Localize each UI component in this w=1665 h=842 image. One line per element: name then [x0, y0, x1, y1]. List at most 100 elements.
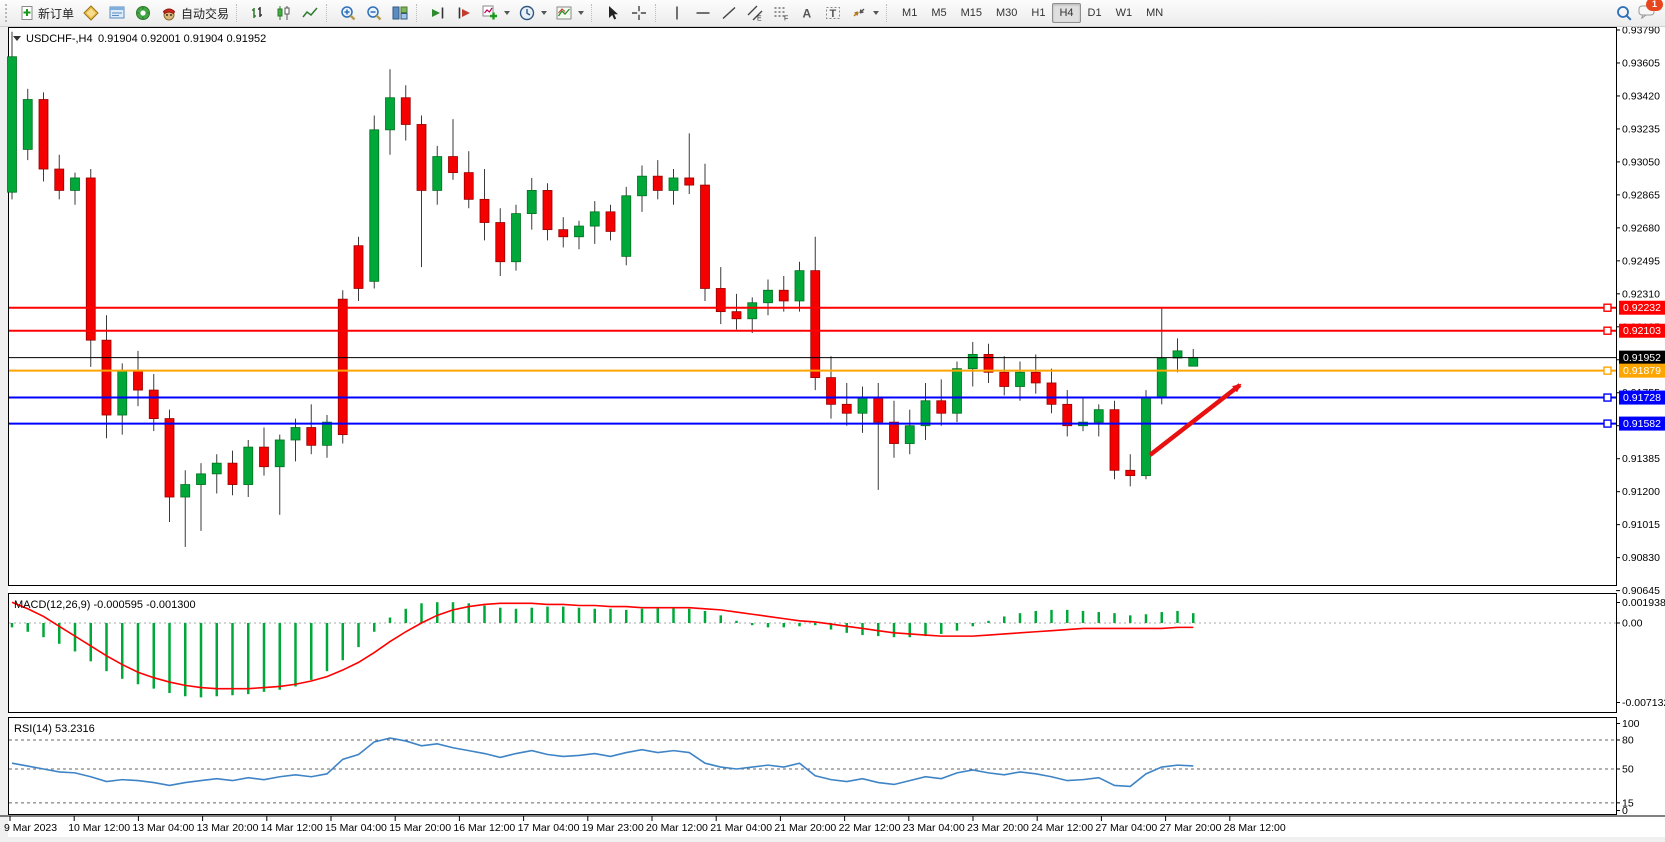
- svg-text:23 Mar 20:00: 23 Mar 20:00: [967, 822, 1029, 834]
- svg-text:27 Mar 04:00: 27 Mar 04:00: [1095, 822, 1157, 834]
- navigator-button[interactable]: [130, 2, 156, 24]
- fibonacci-tool-button[interactable]: F: [768, 2, 794, 24]
- svg-text:9 Mar 2023: 9 Mar 2023: [4, 822, 57, 834]
- timeframe-button-W1[interactable]: W1: [1109, 3, 1140, 23]
- timeframe-button-MN[interactable]: MN: [1139, 3, 1170, 23]
- vertical-line-icon: [668, 4, 686, 22]
- data-window-button[interactable]: [104, 2, 130, 24]
- toolbar-grip[interactable]: [5, 4, 12, 22]
- bar-chart-button[interactable]: [245, 2, 271, 24]
- svg-text:0.91728: 0.91728: [1623, 392, 1661, 404]
- indicators-button[interactable]: [477, 2, 514, 24]
- svg-text:22 Mar 12:00: 22 Mar 12:00: [839, 822, 901, 834]
- equidistant-channel-tool-button[interactable]: E: [742, 2, 768, 24]
- fibonacci-icon: F: [772, 4, 790, 22]
- trend-arrow[interactable]: [1148, 383, 1242, 457]
- zoom-out-button[interactable]: [361, 2, 387, 24]
- svg-text:0: 0: [1622, 805, 1628, 817]
- svg-text:0.00: 0.00: [1622, 618, 1643, 630]
- cursor-button[interactable]: [600, 2, 626, 24]
- search-icon: [1615, 4, 1633, 22]
- search-button[interactable]: [1611, 2, 1637, 24]
- zoom-in-button[interactable]: [335, 2, 361, 24]
- auto-trading-label: 自动交易: [181, 6, 230, 21]
- toolbar-separator: [886, 4, 892, 22]
- svg-text:0.93235: 0.93235: [1622, 123, 1660, 135]
- timeframe-button-H1[interactable]: H1: [1024, 3, 1052, 23]
- crosshair-button[interactable]: [626, 2, 652, 24]
- svg-text:80: 80: [1622, 734, 1634, 746]
- svg-text:24 Mar 12:00: 24 Mar 12:00: [1031, 822, 1093, 834]
- text-label-tool-button[interactable]: T: [820, 2, 846, 24]
- svg-text:0.91015: 0.91015: [1622, 519, 1660, 531]
- rsi-pane: RSI(14) 53.2316 100 80 50 150: [9, 718, 1640, 817]
- candlestick-chart-icon: [275, 4, 293, 22]
- horizontal-line-0.91879[interactable]: 0.91879: [9, 363, 1665, 378]
- auto-scroll-button[interactable]: [425, 2, 451, 24]
- chevron-down-icon: [578, 11, 585, 15]
- line-chart-button[interactable]: [297, 2, 323, 24]
- svg-text:15 Mar 20:00: 15 Mar 20:00: [389, 822, 451, 834]
- timeframe-button-M15[interactable]: M15: [954, 3, 989, 23]
- tile-windows-button[interactable]: [387, 2, 413, 24]
- svg-text:13 Mar 20:00: 13 Mar 20:00: [197, 822, 259, 834]
- svg-text:27 Mar 20:00: 27 Mar 20:00: [1160, 822, 1222, 834]
- svg-text:F: F: [784, 16, 788, 23]
- timeframe-button-M1[interactable]: M1: [895, 3, 924, 23]
- chart-shift-button[interactable]: [451, 2, 477, 24]
- toolbar-separator: [236, 4, 242, 22]
- new-order-icon: [19, 5, 35, 21]
- timeframe-button-D1[interactable]: D1: [1081, 3, 1109, 23]
- svg-text:0.91952: 0.91952: [1623, 352, 1661, 364]
- new-order-label: 新订单: [38, 6, 75, 21]
- market-watch-button[interactable]: [78, 2, 104, 24]
- bar-chart-icon: [249, 4, 267, 22]
- svg-text:23 Mar 04:00: 23 Mar 04:00: [903, 822, 965, 834]
- svg-text:0.92232: 0.92232: [1623, 302, 1661, 314]
- horizontal-line-0.92103[interactable]: 0.92103: [9, 323, 1665, 338]
- main-toolbar: 新订单 自动交易: [0, 0, 1665, 27]
- cursor-icon: [604, 4, 622, 22]
- auto-trading-button[interactable]: 自动交易: [156, 2, 233, 24]
- svg-text:0.93420: 0.93420: [1622, 90, 1660, 102]
- svg-text:0.92103: 0.92103: [1623, 325, 1661, 337]
- text-label-icon: T: [824, 4, 842, 22]
- svg-text:16 Mar 12:00: 16 Mar 12:00: [453, 822, 515, 834]
- svg-text:0.93790: 0.93790: [1622, 27, 1660, 37]
- horizontal-line-0.91728[interactable]: 0.91728: [9, 390, 1665, 405]
- horizontal-line-0.92232[interactable]: 0.92232: [9, 300, 1665, 315]
- trendline-tool-button[interactable]: [716, 2, 742, 24]
- svg-text:0.90830: 0.90830: [1622, 552, 1660, 564]
- templates-button[interactable]: [551, 2, 588, 24]
- svg-text:USDCHF-,H4: USDCHF-,H4: [26, 33, 93, 45]
- svg-text:21 Mar 04:00: 21 Mar 04:00: [710, 822, 772, 834]
- svg-text:14 Mar 12:00: 14 Mar 12:00: [261, 822, 323, 834]
- chevron-down-icon: [873, 11, 880, 15]
- svg-text:-0.007132: -0.007132: [1622, 697, 1665, 709]
- usdchf-h4-chart[interactable]: 0.93790 0.93605 0.93420 0.93235 0.93050 0.928…: [0, 27, 1665, 842]
- timeframe-button-H4[interactable]: H4: [1052, 3, 1081, 23]
- candlestick-chart-button[interactable]: [271, 2, 297, 24]
- svg-text:15 Mar 04:00: 15 Mar 04:00: [325, 822, 387, 834]
- vertical-line-tool-button[interactable]: [664, 2, 690, 24]
- text-tool-icon: A: [798, 4, 816, 22]
- new-order-button[interactable]: 新订单: [15, 2, 78, 24]
- trendline-icon: [720, 4, 738, 22]
- svg-text:19 Mar 23:00: 19 Mar 23:00: [582, 822, 644, 834]
- svg-text:T: T: [830, 8, 837, 20]
- svg-text:A: A: [803, 7, 812, 21]
- line-chart-icon: [301, 4, 319, 22]
- periods-button[interactable]: [514, 2, 551, 24]
- horizontal-line-tool-button[interactable]: [690, 2, 716, 24]
- svg-text:0.92680: 0.92680: [1622, 222, 1660, 234]
- chat-button[interactable]: 1: [1637, 0, 1663, 25]
- horizontal-line-0.91582[interactable]: 0.91582: [9, 416, 1665, 431]
- timeframe-button-M5[interactable]: M5: [924, 3, 953, 23]
- text-tool-button[interactable]: A: [794, 2, 820, 24]
- chart-shift-icon: [455, 4, 473, 22]
- macd-pane: MACD(12,26,9) -0.000595 -0.001300 0.00193…: [9, 597, 1665, 709]
- timeframe-button-M30[interactable]: M30: [989, 3, 1024, 23]
- horizontal-line-icon: [694, 4, 712, 22]
- arrows-tool-button[interactable]: [846, 2, 883, 24]
